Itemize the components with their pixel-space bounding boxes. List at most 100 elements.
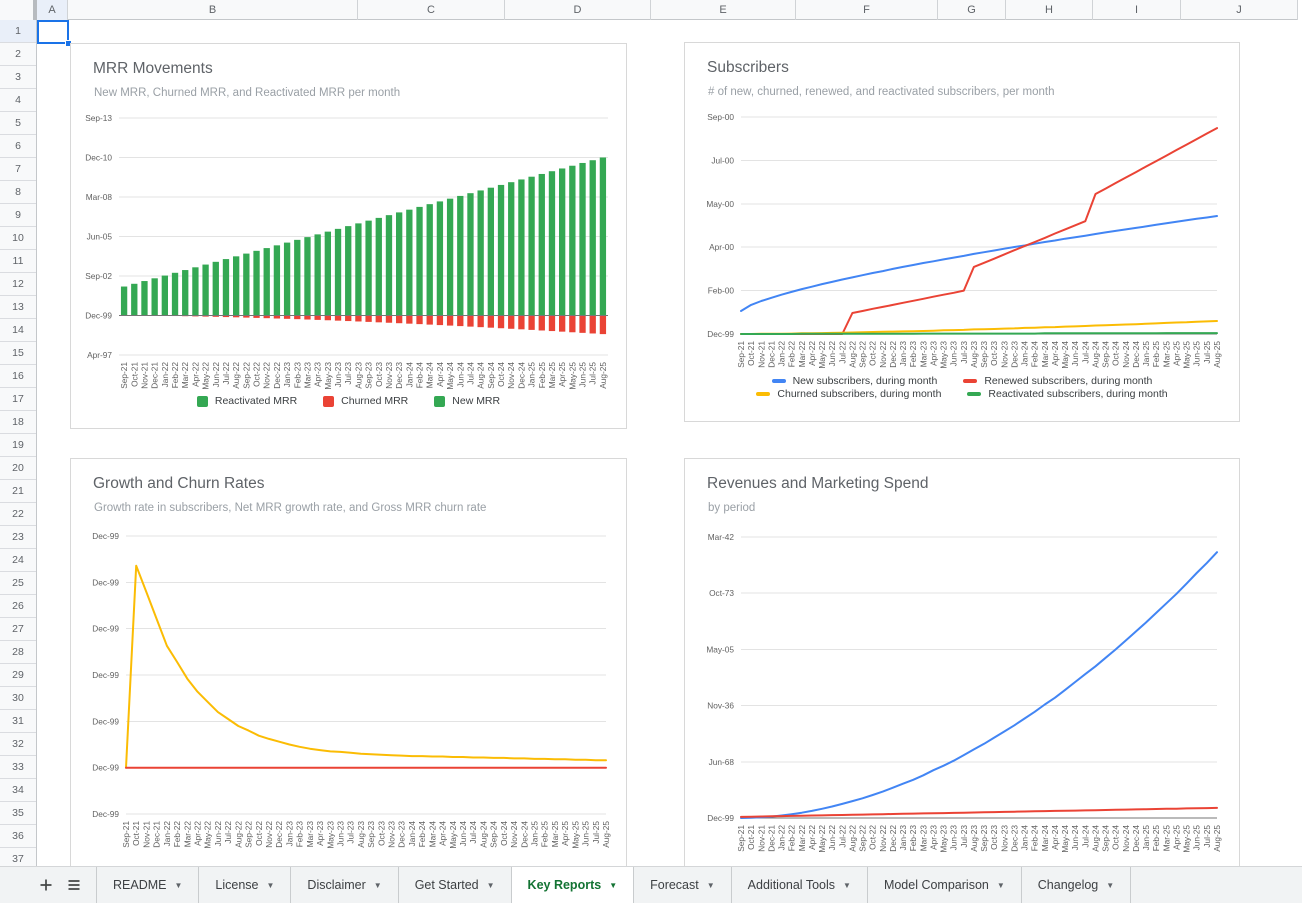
svg-text:Apr-22: Apr-22 (807, 341, 817, 366)
svg-text:Mar-23: Mar-23 (302, 362, 312, 389)
svg-text:Dec-22: Dec-22 (274, 821, 284, 848)
svg-text:Aug-25: Aug-25 (601, 821, 611, 848)
add-sheet-button[interactable] (32, 867, 60, 903)
row-header-34[interactable]: 34 (0, 779, 36, 802)
row-header-7[interactable]: 7 (0, 158, 36, 181)
row-header-22[interactable]: 22 (0, 503, 36, 526)
row-header-9[interactable]: 9 (0, 204, 36, 227)
column-header-D[interactable]: D (505, 0, 651, 20)
row-header-23[interactable]: 23 (0, 526, 36, 549)
row-header-16[interactable]: 16 (0, 365, 36, 388)
column-header-J[interactable]: J (1181, 0, 1298, 20)
column-header-I[interactable]: I (1093, 0, 1181, 20)
row-header-11[interactable]: 11 (0, 250, 36, 273)
svg-text:Nov-24: Nov-24 (509, 821, 519, 848)
sheet-tab-disclaimer[interactable]: Disclaimer ▼ (290, 867, 397, 903)
row-header-4[interactable]: 4 (0, 89, 36, 112)
svg-text:Jan-25: Jan-25 (1141, 341, 1151, 367)
legend-item: New MRR (434, 395, 500, 407)
row-header-2[interactable]: 2 (0, 43, 36, 66)
row-header-27[interactable]: 27 (0, 618, 36, 641)
row-header-8[interactable]: 8 (0, 181, 36, 204)
row-header-31[interactable]: 31 (0, 710, 36, 733)
chart-mrr-movements[interactable]: Sep-13 Dec-10 Mar-08 Jun-05 Sep-02 Dec-99 Apr-… (70, 43, 627, 429)
row-header-3[interactable]: 3 (0, 66, 36, 89)
row-header-13[interactable]: 13 (0, 296, 36, 319)
row-header-14[interactable]: 14 (0, 319, 36, 342)
svg-text:Dec-23: Dec-23 (1009, 825, 1019, 852)
column-header-E[interactable]: E (651, 0, 796, 20)
row-header-33[interactable]: 33 (0, 756, 36, 779)
row-header-35[interactable]: 35 (0, 802, 36, 825)
column-header-H[interactable]: H (1006, 0, 1093, 20)
row-header-15[interactable]: 15 (0, 342, 36, 365)
sheet-tab-key-reports[interactable]: Key Reports ▼ (510, 867, 634, 903)
sheet-tab-additional-tools[interactable]: Additional Tools ▼ (730, 867, 867, 903)
row-header-29[interactable]: 29 (0, 664, 36, 687)
svg-text:Dec-99: Dec-99 (92, 670, 119, 680)
row-header-26[interactable]: 26 (0, 595, 36, 618)
row-header-20[interactable]: 20 (0, 457, 36, 480)
legend-item: Reactivated MRR (196, 395, 297, 407)
sheet-tab-changelog[interactable]: Changelog ▼ (1020, 867, 1132, 903)
column-header-A[interactable]: A (37, 0, 68, 20)
sheet-tab-get-started[interactable]: Get Started ▼ (397, 867, 511, 903)
row-header-25[interactable]: 25 (0, 572, 36, 595)
row-header-36[interactable]: 36 (0, 825, 36, 848)
all-sheets-menu-button[interactable] (60, 867, 88, 903)
svg-text:Jan-24: Jan-24 (404, 362, 414, 388)
sheet-tab-label: Key Reports (527, 878, 602, 892)
column-header-G[interactable]: G (938, 0, 1006, 20)
svg-text:Aug-23: Aug-23 (356, 821, 366, 848)
row-header-28[interactable]: 28 (0, 641, 36, 664)
row-header-19[interactable]: 19 (0, 434, 36, 457)
row-header-1[interactable]: 1 (0, 20, 36, 43)
column-header-B[interactable]: B (68, 0, 358, 20)
column-header-F[interactable]: F (796, 0, 938, 20)
sheet-tab-readme[interactable]: README ▼ (96, 867, 198, 903)
svg-text:Jun-23: Jun-23 (949, 341, 959, 367)
svg-text:Feb-25: Feb-25 (540, 821, 550, 848)
chart-revenues-marketing-spend[interactable]: Mar-42 Oct-73 May-05 Nov-36 Jun-68 Dec-99 Sep-… (684, 458, 1240, 866)
plus-icon (40, 879, 52, 891)
svg-text:Jul-00: Jul-00 (711, 155, 734, 165)
svg-text:May-25: May-25 (1182, 341, 1192, 369)
svg-text:May-22: May-22 (817, 825, 827, 853)
svg-text:Apr-24: Apr-24 (435, 362, 445, 387)
sheet-tab-license[interactable]: License ▼ (198, 867, 290, 903)
svg-text:May-25: May-25 (570, 821, 580, 849)
svg-text:Dec-21: Dec-21 (766, 825, 776, 852)
svg-text:Jun-23: Jun-23 (335, 821, 345, 847)
svg-text:Mar-24: Mar-24 (1040, 825, 1050, 852)
svg-text:Jul-24: Jul-24 (1080, 341, 1090, 364)
svg-text:Sep-24: Sep-24 (1101, 825, 1111, 852)
svg-text:Apr-25: Apr-25 (1171, 341, 1181, 366)
select-all-corner[interactable] (0, 0, 37, 20)
row-header-32[interactable]: 32 (0, 733, 36, 756)
row-header-12[interactable]: 12 (0, 273, 36, 296)
svg-text:Aug-22: Aug-22 (233, 821, 243, 848)
svg-text:Nov-22: Nov-22 (878, 341, 888, 368)
row-header-30[interactable]: 30 (0, 687, 36, 710)
sheet-tab-forecast[interactable]: Forecast ▼ (633, 867, 731, 903)
row-header-18[interactable]: 18 (0, 411, 36, 434)
sheet-tab-model-comparison[interactable]: Model Comparison ▼ (866, 867, 1021, 903)
row-header-37[interactable]: 37 (0, 848, 36, 866)
row-header-21[interactable]: 21 (0, 480, 36, 503)
svg-text:Feb-25: Feb-25 (1151, 341, 1161, 368)
svg-text:May-00: May-00 (706, 199, 734, 209)
chart-growth-churn-rates[interactable]: Dec-99 Dec-99 Dec-99 Dec-99 Dec-99 Dec-99 Dec-… (70, 458, 627, 866)
svg-text:Aug-22: Aug-22 (847, 341, 857, 368)
svg-text:Sep-21: Sep-21 (119, 362, 129, 389)
column-header-C[interactable]: C (358, 0, 505, 20)
svg-text:May-23: May-23 (325, 821, 335, 849)
row-header-17[interactable]: 17 (0, 388, 36, 411)
svg-text:Mar-22: Mar-22 (797, 341, 807, 368)
row-header-5[interactable]: 5 (0, 112, 36, 135)
row-header-10[interactable]: 10 (0, 227, 36, 250)
chart-subscribers[interactable]: Sep-00 Jul-00 May-00 Apr-00 Feb-00 Dec-99 Sep-… (684, 42, 1240, 422)
row-header-6[interactable]: 6 (0, 135, 36, 158)
svg-text:Aug-25: Aug-25 (1212, 825, 1222, 852)
row-header-24[interactable]: 24 (0, 549, 36, 572)
svg-text:Oct-21: Oct-21 (129, 362, 139, 387)
